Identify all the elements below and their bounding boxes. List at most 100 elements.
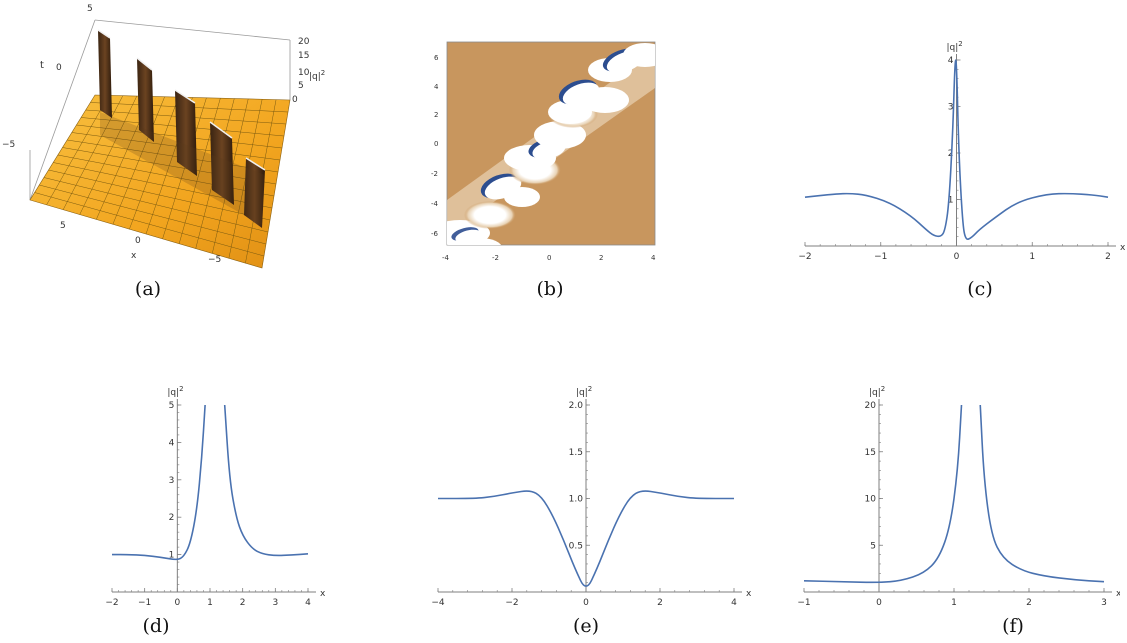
surface-grid-line (162, 97, 207, 239)
panel-a-surface-plot: 5 0 −5 t 5 0 −5 x 20 15 10 5 0 |q|2 (0, 0, 330, 275)
series-line (112, 404, 206, 561)
z-tick-3: 5 (298, 81, 304, 91)
y-tick-label: 10 (865, 495, 877, 505)
y-tick-label: 15 (865, 448, 876, 458)
x-tick-label: −2 (798, 252, 811, 262)
z-tick-2: 10 (298, 68, 310, 78)
x-tick-label: −2 (505, 598, 518, 608)
x-tick-label: 1 (951, 598, 957, 608)
x-tick-label: 4 (305, 598, 311, 608)
caption-a: (a) (134, 278, 162, 300)
series-line (804, 59, 1109, 240)
svg-text:-2: -2 (431, 170, 438, 178)
panel-c-line-chart: −2 −1 0 1 2 1 2 3 4 x |q|2 (790, 0, 1127, 275)
svg-text:0: 0 (434, 140, 438, 148)
t-tick-1: 0 (56, 63, 62, 73)
surface-grid-line (39, 184, 267, 245)
y-tick-label: 3 (948, 103, 954, 113)
caption-c: (c) (967, 278, 993, 300)
y-tick-label: 4 (169, 438, 175, 448)
y-tick-label: 5 (169, 401, 175, 411)
density-x-ticks: -4 -2 0 2 4 (442, 254, 656, 262)
y-axis-label: |q|2 (167, 385, 183, 398)
svg-text:6: 6 (434, 54, 439, 62)
svg-text:-6: -6 (431, 230, 439, 238)
x-tick-label: 3 (272, 598, 278, 608)
caption-f: (f) (1002, 615, 1024, 637)
y-axis-label: |q|2 (947, 40, 963, 53)
chart-d-svg: −2 −1 0 1 2 3 4 1 2 3 4 5 x |q|2 (105, 385, 326, 608)
y-tick-label: 2 (169, 513, 175, 523)
z-tick-1: 15 (298, 51, 309, 61)
x-axis-label: x (1120, 243, 1126, 253)
x-axis-label: x (746, 589, 752, 599)
z-tick-0: 20 (298, 37, 310, 47)
panel-f-line-chart: −1 0 1 2 3 5 10 15 20 x |q|2 (790, 380, 1122, 610)
series-line (223, 404, 309, 557)
x-tick-1: 0 (135, 236, 141, 246)
x-tick-label: 2 (240, 598, 246, 608)
x-tick-label: 3 (1101, 598, 1107, 608)
surface-grid-line (43, 177, 269, 233)
x-tick-label: −1 (874, 252, 887, 262)
x-tick-label: 4 (731, 598, 737, 608)
y-tick-label: 3 (169, 476, 175, 486)
z-axis-label: |q|2 (309, 69, 325, 82)
y-tick-label: 2.0 (569, 401, 584, 411)
svg-text:-4: -4 (431, 200, 439, 208)
x-axis-label: x (1116, 589, 1120, 599)
caption-b: (b) (536, 278, 564, 300)
svg-text:0: 0 (547, 254, 551, 262)
x-tick-label: 2 (1105, 252, 1111, 262)
series-line (979, 404, 1105, 583)
x-tick-2: −5 (208, 255, 221, 265)
y-tick-label: 1 (948, 196, 954, 206)
y-tick-label: 1.5 (569, 448, 583, 458)
svg-text:2: 2 (434, 111, 438, 119)
x-tick-label: −1 (797, 598, 810, 608)
y-tick-label: 0.5 (569, 541, 583, 551)
x-tick-label: 0 (954, 252, 960, 262)
panel-e-line-chart: −4 −2 0 2 4 0.5 1.0 1.5 2.0 x |q|2 (420, 380, 760, 610)
y-tick-label: 1.0 (569, 495, 584, 505)
series-line (803, 404, 963, 584)
chart-f-svg: −1 0 1 2 3 5 10 15 20 x |q|2 (797, 385, 1122, 608)
shadow-band (100, 112, 265, 225)
t-axis-label: t (40, 60, 44, 71)
x-tick-label: −2 (105, 598, 118, 608)
x-axis-label: x (320, 589, 326, 599)
x-tick-label: 2 (1026, 598, 1032, 608)
svg-text:4: 4 (651, 254, 656, 262)
y-axis-label: |q|2 (869, 385, 885, 398)
peak-walls (97, 29, 266, 228)
surface-grid-line (53, 162, 273, 209)
t-tick-0: 5 (87, 4, 93, 14)
surface-grid-line (57, 154, 275, 197)
x-tick-label: 1 (1029, 252, 1035, 262)
surface-grid-line (62, 147, 277, 185)
caption-d: (d) (142, 615, 170, 637)
y-tick-label: 20 (865, 401, 877, 411)
y-tick-label: 5 (870, 541, 876, 551)
panel-b-density-plot: 6 4 2 0 -2 -4 -6 -4 -2 0 2 4 (420, 30, 665, 270)
x-tick-label: 0 (876, 598, 882, 608)
y-tick-label: 2 (948, 149, 954, 159)
x-tick-label: 0 (174, 598, 180, 608)
t-tick-2: −5 (2, 140, 15, 150)
surface-grid-line (48, 169, 271, 221)
x-tick-label: 0 (583, 598, 589, 608)
surface-grid-line (178, 98, 221, 244)
density-y-ticks: 6 4 2 0 -2 -4 -6 (431, 54, 439, 238)
density-blobs (447, 43, 655, 245)
x-tick-label: −4 (431, 598, 445, 608)
chart-c-svg: −2 −1 0 1 2 1 2 3 4 x |q|2 (798, 40, 1126, 262)
y-tick-label: 4 (948, 56, 954, 66)
box-edges (29, 19, 291, 201)
series-line (438, 490, 734, 587)
x-tick-label: −1 (138, 598, 151, 608)
surface-plot-svg: 5 0 −5 t 5 0 −5 x 20 15 10 5 0 |q|2 (2, 4, 325, 269)
panel-d-line-chart: −2 −1 0 1 2 3 4 1 2 3 4 5 x |q|2 (80, 380, 340, 610)
svg-text:-4: -4 (442, 254, 450, 262)
svg-text:2: 2 (599, 254, 603, 262)
x-axis-label: x (131, 251, 137, 261)
